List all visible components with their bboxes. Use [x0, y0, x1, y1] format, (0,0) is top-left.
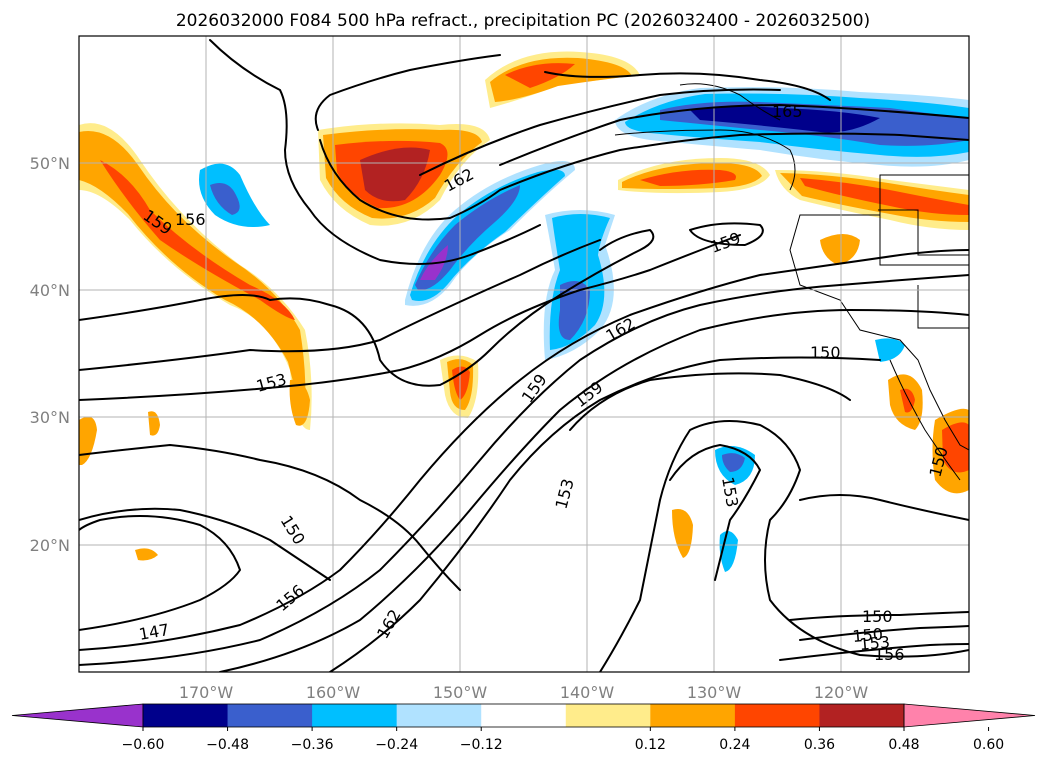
- precip-shading: [79, 51, 969, 572]
- colorbar-segment: [481, 704, 567, 727]
- lon-label: 170°W: [179, 683, 234, 702]
- colorbar-tick-label: −0.24: [375, 737, 418, 753]
- refractivity-contours: [79, 39, 969, 672]
- map-frame: [78, 35, 970, 673]
- colorbar-tick-label: 0.12: [635, 737, 666, 753]
- colorbar-segment: [312, 704, 398, 727]
- lon-label: 160°W: [306, 683, 361, 702]
- colorbar-tick-label: 0.36: [804, 737, 835, 753]
- contour-label: 165: [772, 102, 803, 121]
- colorbar-tick-label: −0.12: [460, 737, 503, 753]
- colorbar-tick-label: −0.48: [206, 737, 249, 753]
- lat-label: 30°N: [30, 408, 70, 427]
- colorbar-segment: [143, 704, 229, 727]
- longitude-labels: 170°W 160°W 150°W 140°W 130°W 120°W: [179, 683, 869, 702]
- colorbar-segment: [734, 704, 820, 727]
- lon-label: 150°W: [433, 683, 488, 702]
- colorbar-tick-label: 0.48: [888, 737, 919, 753]
- latitude-labels: 50°N 40°N 30°N 20°N: [30, 154, 70, 555]
- contour-label: 156: [874, 645, 905, 664]
- colorbar-tick-label: −0.36: [291, 737, 334, 753]
- lat-label: 40°N: [30, 281, 70, 300]
- colorbar-segment: [819, 704, 905, 727]
- colorbar-tick-label: 0.60: [973, 737, 1004, 753]
- colorbar-segment: [650, 704, 736, 727]
- colorbar-extend-high: [903, 703, 1036, 728]
- colorbar-tick-label: −0.60: [122, 737, 165, 753]
- colorbar-extend-low: [11, 703, 144, 728]
- colorbar-ticks: −0.60 −0.48 −0.36 −0.24 −0.12 0.12 0.24 0.36 0.4…: [122, 727, 1004, 753]
- figure-title: 2026032000 F084 500 hPa refract., precip…: [176, 11, 870, 31]
- contour-label: 153: [859, 632, 891, 654]
- contour-label: 150: [852, 624, 884, 646]
- colorbar-frame: [142, 703, 905, 728]
- colorbar-segment: [227, 704, 313, 727]
- colorbar-segment: [396, 704, 482, 727]
- lat-label: 20°N: [30, 536, 70, 555]
- lon-label: 140°W: [560, 683, 615, 702]
- colorbar-segment: [565, 704, 651, 727]
- colorbar: [11, 703, 1036, 728]
- colorbar-tick-label: 0.24: [719, 737, 750, 753]
- lat-label: 50°N: [30, 154, 70, 173]
- contour-label: 156: [175, 210, 206, 229]
- map-area: 159 156 153 165 162 159 162 159 159 153 …: [79, 36, 969, 672]
- lon-label: 120°W: [814, 683, 869, 702]
- coastlines: [614, 83, 969, 481]
- contour-label: 150: [862, 607, 893, 626]
- contour-label: 150: [810, 343, 841, 362]
- lon-label: 130°W: [687, 683, 742, 702]
